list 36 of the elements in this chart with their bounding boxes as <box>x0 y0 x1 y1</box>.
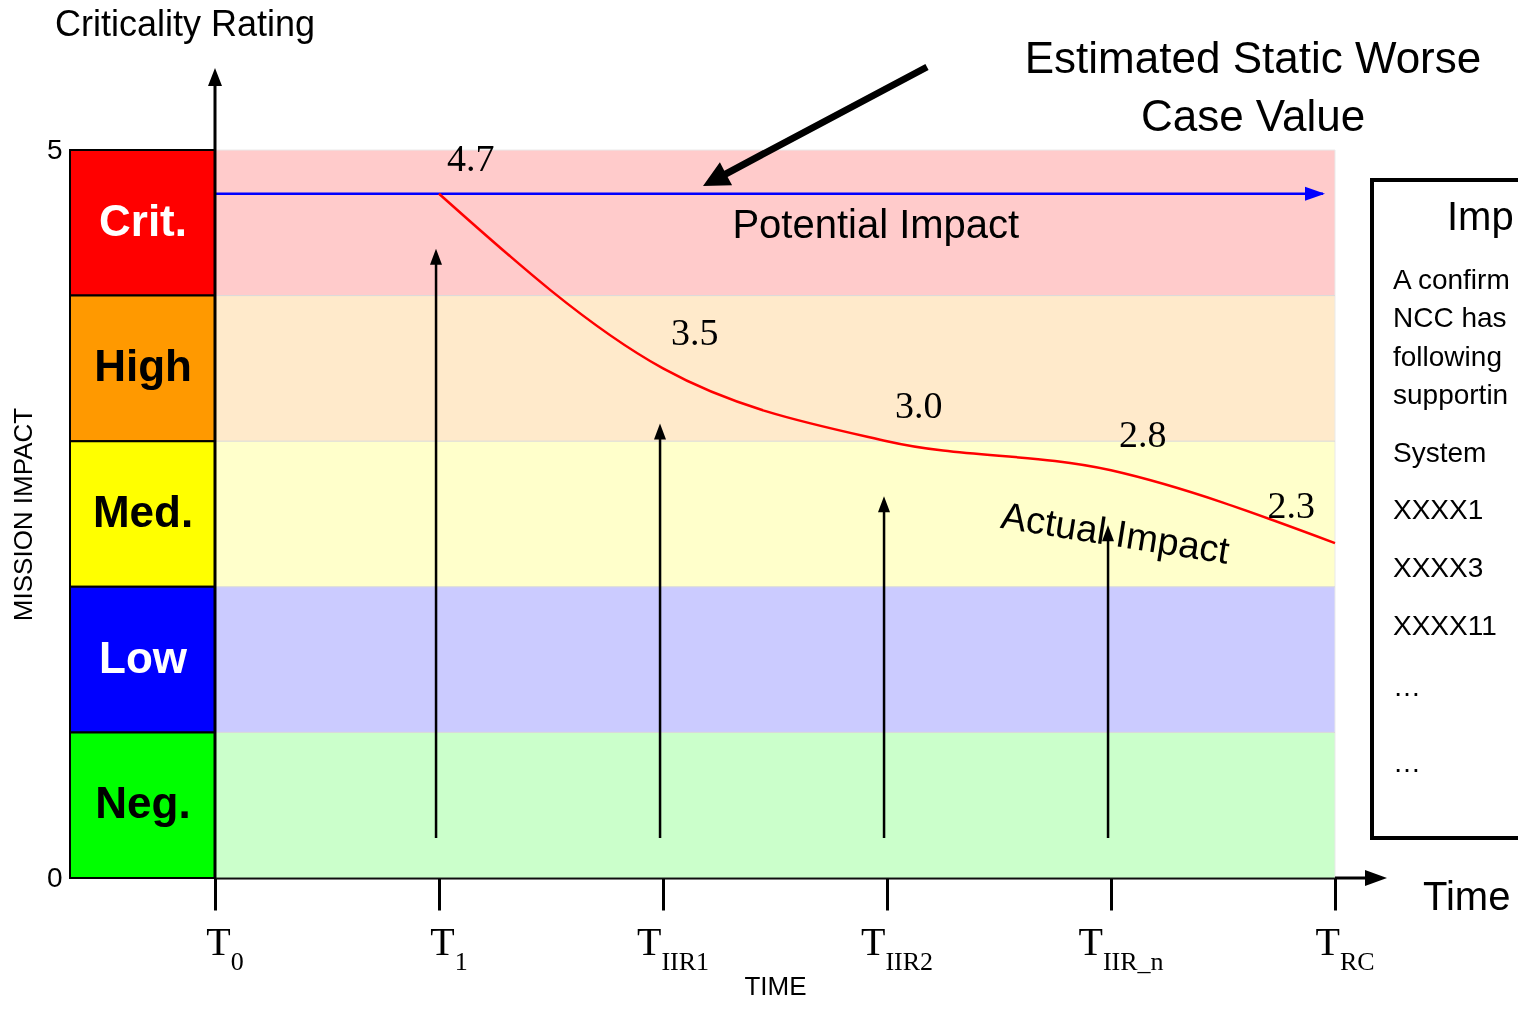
ref-line-label: Potential Impact <box>732 201 1020 246</box>
x-tick-label: T$_{IIR1}$ <box>636 919 710 976</box>
text: Actual Impact <box>998 494 1233 572</box>
y-tick-label: 0 <box>46 861 63 893</box>
text: Estimated Static Worse Case Value <box>1024 33 1482 141</box>
band-label: Med. <box>92 487 194 536</box>
text: XXXX11 <box>1393 610 1497 641</box>
text: Criticality Rating <box>54 3 316 44</box>
text: XXXX3 <box>1393 552 1484 583</box>
y-tick-label: 5 <box>46 133 63 165</box>
text: … <box>1393 747 1421 778</box>
text: A confirm <box>1393 264 1510 295</box>
x-tick-label: T$_{1}$ <box>430 919 468 976</box>
y-axis-title: MISSION IMPACT <box>7 407 38 622</box>
band-label: Crit. <box>99 195 187 245</box>
text: NCC has <box>1393 302 1507 333</box>
text: XXXX1 <box>1393 494 1484 525</box>
text: following <box>1393 341 1502 372</box>
data-label: 2.3 <box>1267 484 1315 527</box>
text: System <box>1393 437 1487 468</box>
data-label: 2.8 <box>1119 413 1167 456</box>
text: Time <box>1423 874 1511 918</box>
band-label: Neg. <box>95 778 191 828</box>
text: supportin <box>1393 379 1509 410</box>
data-label: 3.0 <box>895 384 943 427</box>
data-label: 4.7 <box>447 136 495 179</box>
text: … <box>1393 671 1421 702</box>
x-tick-label: T$_{RC}$ <box>1315 919 1375 976</box>
data-label: 3.5 <box>671 311 719 354</box>
x-axis-title: TIME <box>744 971 807 1001</box>
x-tick-label: T$_{0}$ <box>206 919 244 976</box>
text: Imp <box>1447 194 1514 238</box>
x-tick-label: T$_{IIR_n}$ <box>1078 919 1164 976</box>
band-label: Low <box>99 632 188 682</box>
x-tick-label: T$_{IIR2}$ <box>860 919 934 976</box>
band-label: High <box>94 341 192 391</box>
